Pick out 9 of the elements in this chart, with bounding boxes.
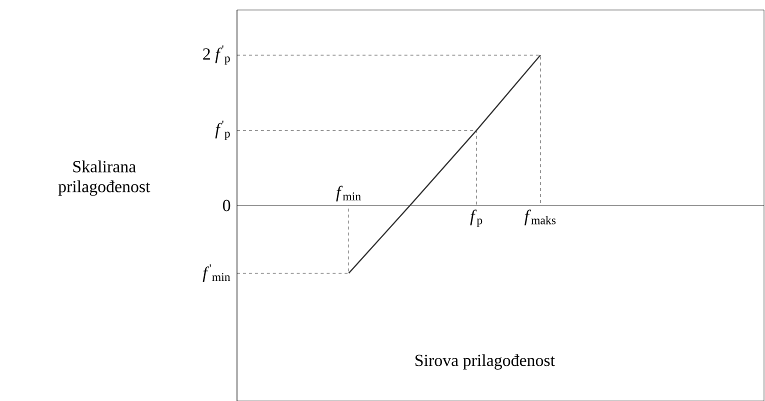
text: f$^{'}$min — [202, 264, 230, 282]
x-axis-title: Sirova prilagođenost — [416, 354, 555, 370]
x-tick-label: f$_{p}$ — [470, 210, 482, 227]
text: 0 — [222, 200, 230, 212]
text: Skalirana prilagođenost — [58, 160, 150, 196]
x-tick-label: f$_{maks}$ — [524, 210, 556, 226]
text: f$^{'}$p — [215, 120, 230, 140]
text: 2 f$^{'}$p — [203, 46, 230, 65]
x-tick-label: f$_{min}$ — [336, 186, 361, 202]
